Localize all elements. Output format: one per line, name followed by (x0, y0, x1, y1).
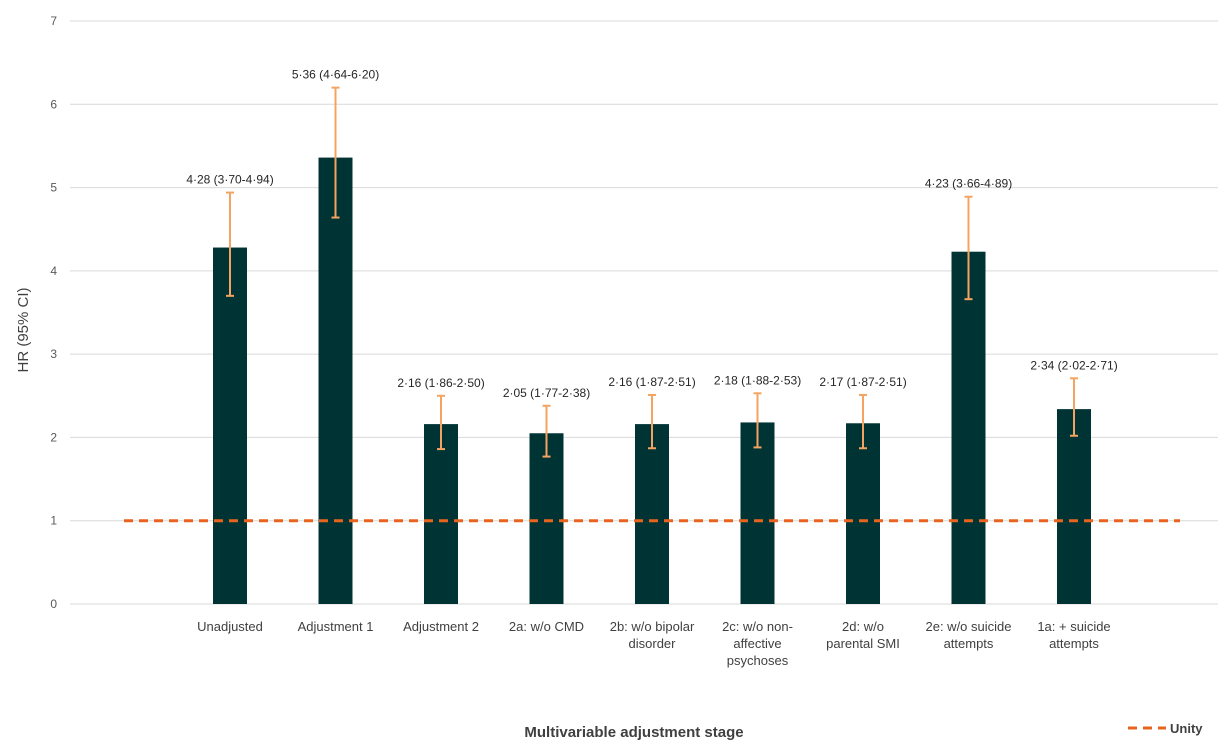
bar (740, 422, 775, 604)
error-bars (226, 86, 1078, 458)
legend-unity-label: Unity (1170, 721, 1203, 736)
bar (529, 433, 564, 604)
y-tick-label: 3 (50, 347, 57, 361)
y-tick-label: 6 (50, 97, 57, 111)
y-axis-title: HR (95% CI) (15, 287, 32, 372)
y-tick-labels: 0 1 2 3 4 5 6 7 (50, 14, 57, 611)
category-label: Adjustment 1 (298, 619, 374, 634)
y-tick-label: 0 (50, 597, 57, 611)
bar (951, 251, 986, 605)
category-label: attempts (944, 636, 994, 651)
y-tick-label: 4 (50, 264, 57, 278)
category-label: affective (733, 636, 781, 651)
data-label: 5·36 (4·64-6·20) (292, 68, 379, 82)
category-label: 2b: w/o bipolar (610, 619, 695, 634)
y-tick-label: 1 (50, 514, 57, 528)
bar (635, 424, 669, 604)
data-labels: 4·28 (3·70-4·94) 5·36 (4·64-6·20) 2·16 (1·… (186, 68, 1117, 400)
data-label: 2·16 (1·86-2·50) (397, 376, 484, 390)
data-label: 2·05 (1·77-2·38) (503, 386, 590, 400)
category-label: Unadjusted (197, 619, 263, 634)
data-label: 2·34 (2·02-2·71) (1030, 358, 1117, 372)
legend: Unity (1128, 721, 1203, 736)
category-labels: Unadjusted Adjustment 1 Adjustment 2 2a: w/… (197, 619, 1111, 668)
bar (318, 157, 353, 605)
category-label: disorder (629, 636, 677, 651)
y-tick-label: 5 (50, 181, 57, 195)
category-label: 1a: + suicide (1037, 619, 1110, 634)
data-label: 2·17 (1·87-2·51) (819, 375, 906, 389)
bar (213, 247, 247, 604)
bar (846, 423, 880, 604)
data-label: 2·18 (1·88-2·53) (714, 373, 801, 387)
y-tick-label: 7 (50, 14, 57, 28)
x-axis-title: Multivariable adjustment stage (524, 724, 743, 740)
category-label: psychoses (727, 653, 789, 668)
category-label: attempts (1049, 636, 1099, 651)
bars (213, 157, 1091, 605)
category-label: 2e: w/o suicide (926, 619, 1012, 634)
bar (1057, 409, 1091, 604)
category-label: 2c: w/o non- (722, 619, 793, 634)
bar (424, 424, 458, 604)
data-label: 2·16 (1·87-2·51) (608, 375, 695, 389)
category-label: 2d: w/o (842, 619, 884, 634)
category-label: Adjustment 2 (403, 619, 479, 634)
y-tick-label: 2 (50, 430, 57, 444)
data-label: 4·28 (3·70-4·94) (186, 173, 273, 187)
category-label: 2a: w/o CMD (509, 619, 584, 634)
category-label: parental SMI (826, 636, 900, 651)
data-label: 4·23 (3·66-4·89) (925, 177, 1012, 191)
